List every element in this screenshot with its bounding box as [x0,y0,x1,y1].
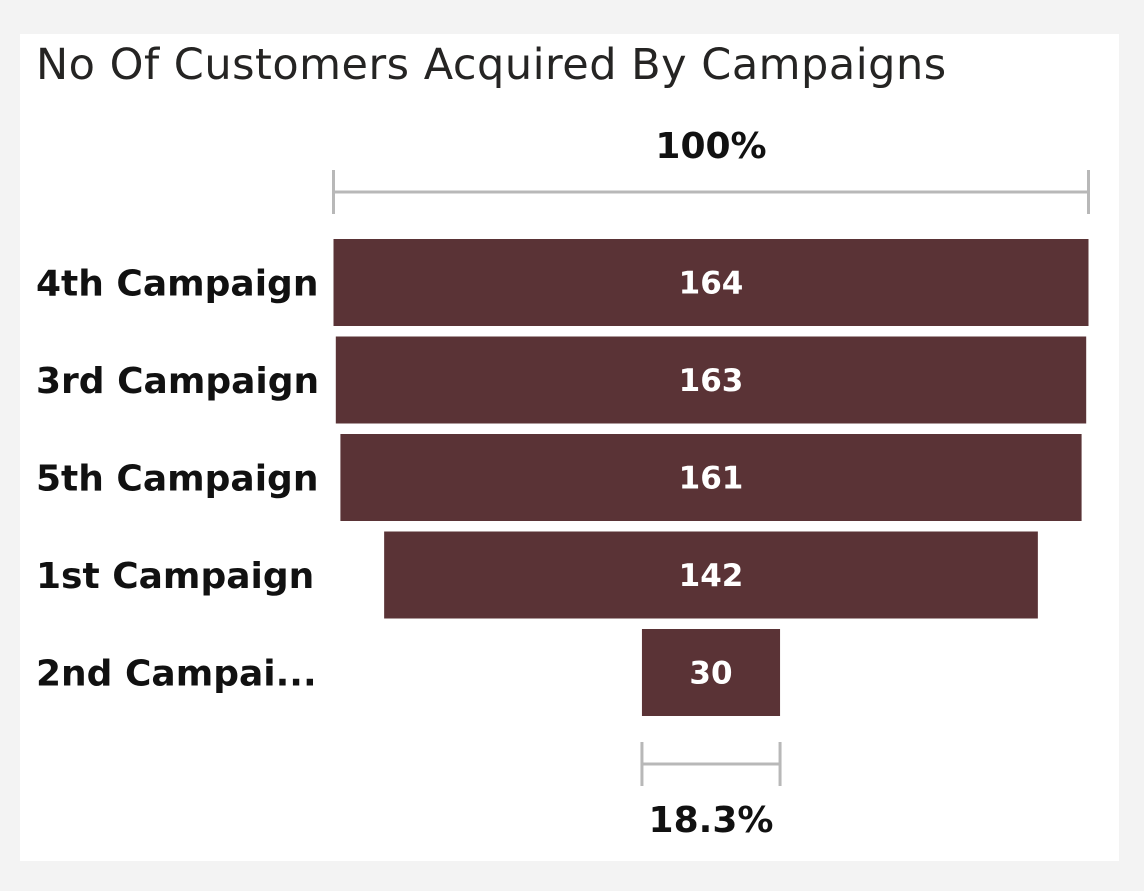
bottom-percent-label: 18.3% [649,800,774,841]
category-label: 4th Campaign [36,264,318,305]
bar-value-label: 163 [679,363,744,399]
funnel-bars: 164 4th Campaign 163 3rd Campaign 161 5th Cam… [36,239,1089,716]
bottom-percent-bracket [640,742,782,786]
funnel-bar[interactable] [340,434,1082,521]
top-percent-label: 100% [655,126,766,167]
funnel-bar[interactable] [333,239,1089,326]
funnel-bar[interactable] [384,531,1038,619]
bar-value-label: 161 [679,461,744,497]
funnel-bar[interactable] [641,629,781,716]
bar-value-label: 164 [679,266,744,302]
category-label: 3rd Campaign [36,361,319,402]
top-percent-bracket [332,170,1090,214]
bar-value-label: 142 [679,558,744,594]
category-label: 1st Campaign [36,556,314,597]
category-label: 2nd Campai... [36,654,317,695]
funnel-bar[interactable] [335,336,1087,424]
bar-value-label: 30 [689,656,732,692]
category-label: 5th Campaign [36,459,318,500]
chart-title: No Of Customers Acquired By Campaigns [36,40,947,90]
